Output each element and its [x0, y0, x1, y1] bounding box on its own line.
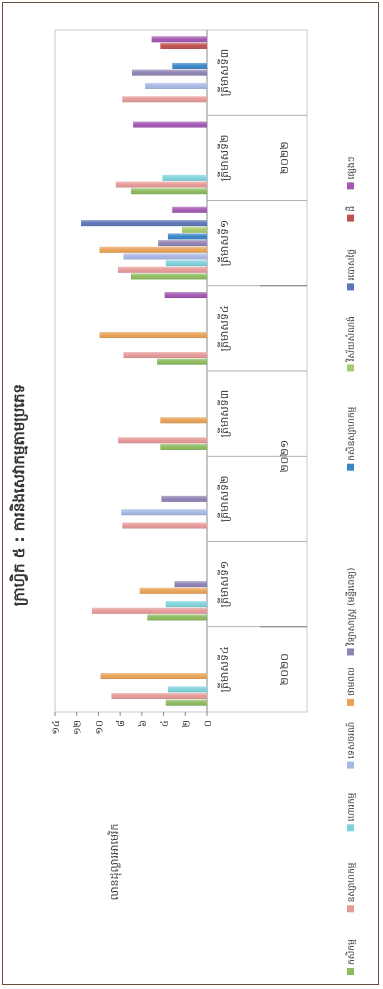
- bar-gloss: [172, 206, 207, 213]
- bar-gloss: [174, 581, 207, 588]
- bar-gloss: [167, 233, 207, 240]
- bar-gloss: [165, 260, 207, 267]
- legend-swatch: [347, 905, 354, 913]
- bar-gloss: [158, 240, 207, 247]
- bar-gloss: [132, 69, 207, 76]
- legend-swatch: [347, 463, 354, 471]
- quarter-label: ត្រីមាសទី៤: [217, 646, 231, 692]
- legend-swatch: [347, 824, 354, 832]
- legend: កសិកម្ម ឧស្សាហកម្ម ហោរកម្ម ទេសចរណ៍ ថាមពល វិទ្…: [345, 156, 357, 975]
- bar-gloss: [162, 174, 207, 181]
- quarter-label: ត្រីមាសទី៣: [217, 390, 231, 438]
- bar-gloss: [145, 82, 207, 89]
- legend-swatch: [347, 761, 354, 769]
- bar-gloss: [172, 62, 207, 69]
- legend-entry: ឧស្សាហកម្ម: [347, 862, 357, 902]
- quarter-label: ត្រីមាសទី១: [217, 220, 231, 267]
- legend-entry: ហោរកម្ម: [347, 792, 357, 821]
- legend-swatch: [347, 698, 354, 706]
- legend-entry: ថាមពល: [347, 667, 357, 696]
- value-tick-label: ២: [181, 720, 192, 728]
- bar-gloss: [167, 686, 207, 693]
- bar-gloss: [123, 253, 207, 260]
- legend-entry: វិស័យសំណង់: [345, 316, 357, 362]
- year-label: ២០២០: [278, 653, 291, 685]
- bar-gloss: [161, 495, 207, 502]
- value-tick-label: ១០: [94, 720, 105, 735]
- value-axis-ticks: ០ ២ ៤ ៦ ៨ ១០ ១២ ១៤: [51, 712, 214, 735]
- legend-group: កសិកម្ម ឧស្សាហកម្ម ហោរកម្ម ទេសចរណ៍ ថាមពល វិទ្…: [345, 156, 357, 975]
- legend-swatch: [347, 648, 354, 656]
- bar-gloss: [81, 220, 207, 227]
- bar-gloss: [147, 614, 207, 621]
- quarter-label: ត្រីមាសទី៤: [217, 305, 231, 351]
- legend-entry: កសិឧស្សាហកម្ម: [345, 406, 357, 460]
- chart-title: ក្រាហ្វិក ៥ : ការនិងសេវាកម្មតាមប្រភេទ: [9, 384, 28, 606]
- bar-gloss: [99, 332, 207, 339]
- bar-gloss: [115, 181, 207, 188]
- bar-gloss: [123, 352, 207, 359]
- chart-frame: [2, 2, 379, 985]
- bar-gloss: [131, 273, 207, 280]
- legend-entry: ទេសចរណ៍: [345, 722, 357, 759]
- category-labels: ត្រីមាសទី៤ត្រីមាសទី១ត្រីមាសទី២ត្រីមាសទី៣…: [207, 49, 307, 692]
- bar-gloss: [111, 693, 207, 700]
- quarter-label: ត្រីមាសទី៣: [217, 49, 231, 97]
- bar-gloss: [164, 292, 207, 299]
- value-tick-label: ៨: [115, 720, 127, 727]
- bar-gloss: [122, 522, 207, 529]
- quarter-label: ត្រីមាសទី១: [217, 561, 231, 608]
- bar-gloss: [160, 42, 207, 49]
- bar-series: [81, 36, 207, 706]
- value-tick-label: ០: [203, 720, 214, 727]
- bar-gloss: [139, 587, 207, 594]
- bar-gloss: [91, 607, 207, 614]
- legend-entry: របោសថ្លៃ: [345, 249, 357, 280]
- legend-swatch: [347, 283, 354, 291]
- bar-gloss: [100, 673, 207, 680]
- bar-gloss: [121, 509, 207, 516]
- bar-gloss: [99, 246, 207, 253]
- legend-swatch: [347, 214, 354, 222]
- bar-gloss: [151, 36, 207, 43]
- bar-gloss: [182, 226, 207, 233]
- bar-gloss: [157, 358, 207, 365]
- legend-entry: វិទ្យាសាស្ត្រ (មន្ទីរពេទ្យ): [345, 568, 357, 647]
- bar-gloss: [160, 443, 207, 450]
- legend-entry: ដី: [345, 206, 357, 212]
- bar-gloss: [165, 699, 207, 706]
- year-label: ២០២២: [278, 141, 291, 174]
- value-tick-label: ៦: [137, 720, 149, 727]
- year-label: ២០២១: [278, 440, 291, 473]
- legend-swatch: [347, 182, 354, 190]
- bar-gloss: [117, 437, 207, 444]
- bar-gloss: [117, 266, 207, 273]
- bar-gloss: [165, 601, 207, 608]
- quarter-label: ត្រីមាសទី២: [217, 476, 231, 523]
- value-tick-label: ១២: [73, 720, 84, 735]
- bar-gloss: [160, 417, 207, 424]
- bar-gloss: [131, 188, 207, 195]
- quarter-label: ត្រីមាសទី២: [217, 135, 231, 182]
- value-tick-label: ១៤: [51, 720, 62, 735]
- y-axis-label: លានដុល្លារអាមេរិក: [107, 824, 122, 901]
- bar-gloss: [122, 96, 207, 103]
- value-tick-label: ៤: [160, 720, 171, 727]
- bar-gloss: [133, 121, 207, 128]
- legend-entry: កសិកម្ម: [345, 939, 357, 965]
- legend-swatch: [347, 968, 354, 975]
- legend-entry: ផ្សេងៗ: [347, 156, 357, 179]
- legend-swatch: [347, 364, 354, 372]
